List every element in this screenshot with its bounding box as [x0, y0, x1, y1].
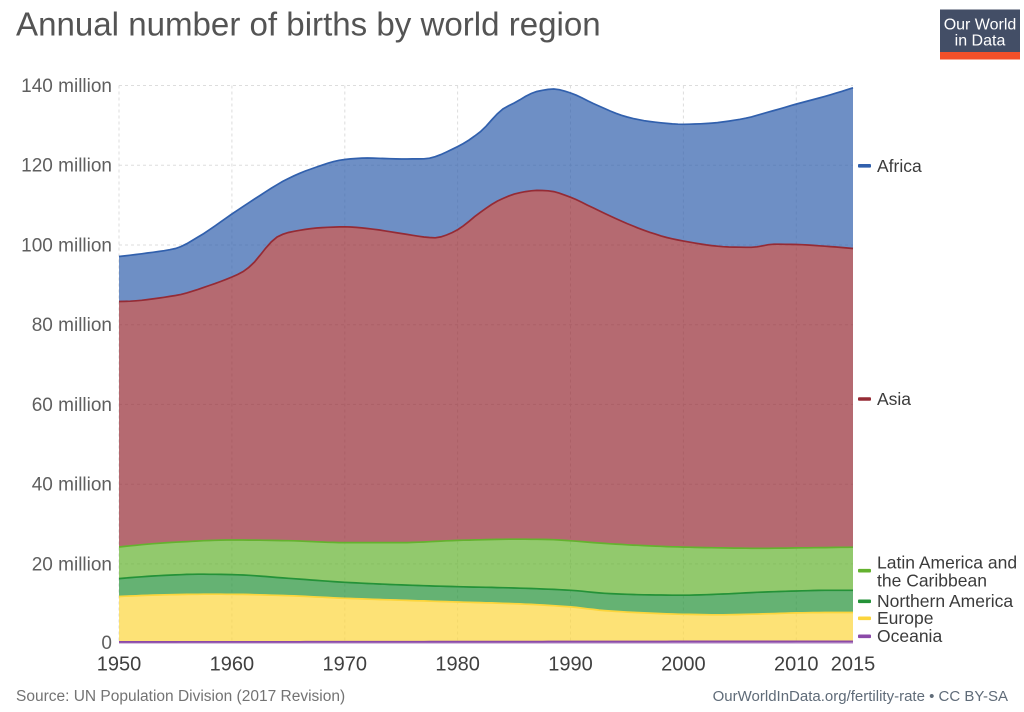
svg-text:Latin America and: Latin America and — [877, 553, 1017, 573]
svg-text:in Data: in Data — [955, 33, 1006, 50]
svg-text:Annual number of births by wor: Annual number of births by world region — [16, 7, 601, 44]
svg-text:Asia: Asia — [877, 389, 911, 409]
svg-text:1990: 1990 — [548, 654, 593, 676]
svg-text:0: 0 — [101, 633, 112, 654]
svg-text:40 million: 40 million — [32, 475, 112, 496]
svg-text:1980: 1980 — [435, 654, 480, 676]
svg-text:60 million: 60 million — [32, 395, 112, 416]
svg-text:2000: 2000 — [661, 654, 706, 676]
svg-text:Source: UN Population Division: Source: UN Population Division (2017 Rev… — [16, 688, 345, 705]
svg-text:2010: 2010 — [774, 654, 819, 676]
svg-text:120 million: 120 million — [21, 156, 112, 177]
svg-text:Europe: Europe — [877, 608, 933, 628]
svg-text:OurWorldInData.org/fertility-r: OurWorldInData.org/fertility-rate • CC B… — [713, 688, 1008, 705]
svg-text:100 million: 100 million — [21, 236, 112, 257]
svg-text:Northern America: Northern America — [877, 591, 1013, 611]
svg-text:Africa: Africa — [877, 156, 922, 176]
svg-text:Oceania: Oceania — [877, 626, 942, 646]
svg-text:the Caribbean: the Caribbean — [877, 571, 987, 591]
svg-text:1950: 1950 — [97, 654, 142, 676]
svg-text:1970: 1970 — [323, 654, 368, 676]
svg-text:140 million: 140 million — [21, 76, 112, 97]
svg-text:Our World: Our World — [944, 17, 1017, 34]
svg-text:80 million: 80 million — [32, 315, 112, 336]
svg-text:20 million: 20 million — [32, 554, 112, 575]
svg-text:1960: 1960 — [210, 654, 255, 676]
svg-text:2015: 2015 — [831, 654, 876, 676]
